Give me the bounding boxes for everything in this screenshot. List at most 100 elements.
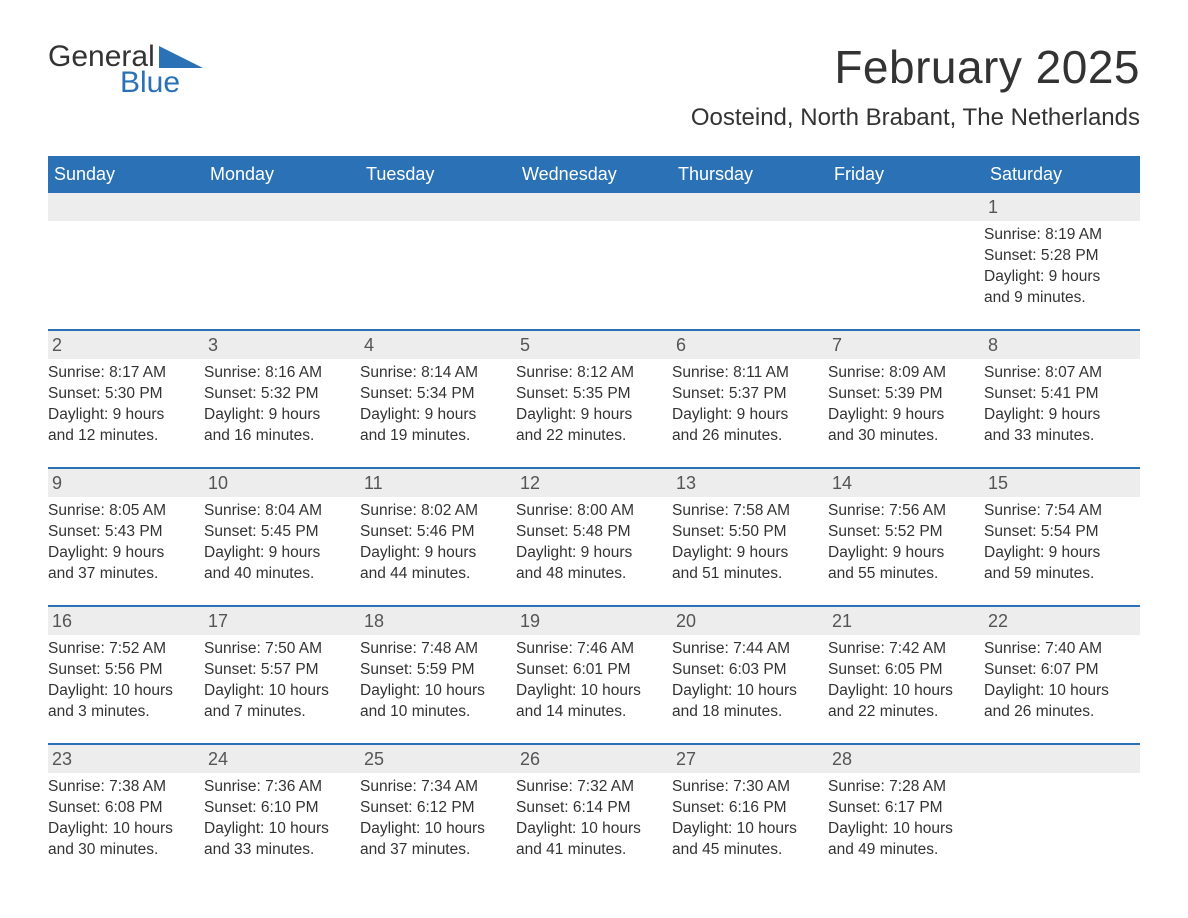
day-day2: and 59 minutes. bbox=[984, 564, 1136, 585]
day-cell bbox=[516, 193, 672, 309]
dow-thursday: Thursday bbox=[672, 156, 828, 193]
day-number: 1 bbox=[984, 193, 1140, 221]
day-sunrise: Sunrise: 8:04 AM bbox=[204, 501, 356, 522]
dow-wednesday: Wednesday bbox=[516, 156, 672, 193]
day-day1: Daylight: 10 hours bbox=[672, 819, 824, 840]
day-day1: Daylight: 10 hours bbox=[672, 681, 824, 702]
day-sunrise: Sunrise: 8:07 AM bbox=[984, 363, 1136, 384]
page-subtitle: Oosteind, North Brabant, The Netherlands bbox=[691, 104, 1140, 132]
dow-friday: Friday bbox=[828, 156, 984, 193]
day-body: Sunrise: 7:30 AMSunset: 6:16 PMDaylight:… bbox=[672, 773, 828, 861]
day-of-week-row: Sunday Monday Tuesday Wednesday Thursday… bbox=[48, 156, 1140, 193]
day-sunset: Sunset: 5:30 PM bbox=[48, 384, 200, 405]
day-day1: Daylight: 9 hours bbox=[360, 405, 512, 426]
day-day1: Daylight: 9 hours bbox=[204, 405, 356, 426]
day-cell: 5Sunrise: 8:12 AMSunset: 5:35 PMDaylight… bbox=[516, 331, 672, 447]
day-sunset: Sunset: 5:57 PM bbox=[204, 660, 356, 681]
day-sunset: Sunset: 6:14 PM bbox=[516, 798, 668, 819]
day-day2: and 26 minutes. bbox=[984, 702, 1136, 723]
day-sunrise: Sunrise: 8:09 AM bbox=[828, 363, 980, 384]
day-day2: and 14 minutes. bbox=[516, 702, 668, 723]
day-number: 5 bbox=[516, 331, 672, 359]
day-cell: 26Sunrise: 7:32 AMSunset: 6:14 PMDayligh… bbox=[516, 745, 672, 861]
day-day2: and 16 minutes. bbox=[204, 426, 356, 447]
day-body: Sunrise: 7:32 AMSunset: 6:14 PMDaylight:… bbox=[516, 773, 672, 861]
week-row: 9Sunrise: 8:05 AMSunset: 5:43 PMDaylight… bbox=[48, 467, 1140, 585]
day-day2: and 40 minutes. bbox=[204, 564, 356, 585]
day-day2: and 55 minutes. bbox=[828, 564, 980, 585]
day-cell: 14Sunrise: 7:56 AMSunset: 5:52 PMDayligh… bbox=[828, 469, 984, 585]
day-number bbox=[48, 193, 204, 221]
day-day2: and 37 minutes. bbox=[48, 564, 200, 585]
day-cell bbox=[828, 193, 984, 309]
day-body: Sunrise: 8:19 AMSunset: 5:28 PMDaylight:… bbox=[984, 221, 1140, 309]
day-day1: Daylight: 9 hours bbox=[828, 405, 980, 426]
day-cell bbox=[360, 193, 516, 309]
day-cell: 23Sunrise: 7:38 AMSunset: 6:08 PMDayligh… bbox=[48, 745, 204, 861]
day-body: Sunrise: 7:42 AMSunset: 6:05 PMDaylight:… bbox=[828, 635, 984, 723]
day-day2: and 7 minutes. bbox=[204, 702, 356, 723]
day-sunrise: Sunrise: 8:16 AM bbox=[204, 363, 356, 384]
day-body: Sunrise: 8:12 AMSunset: 5:35 PMDaylight:… bbox=[516, 359, 672, 447]
day-sunrise: Sunrise: 7:42 AM bbox=[828, 639, 980, 660]
day-day2: and 22 minutes. bbox=[828, 702, 980, 723]
day-number: 20 bbox=[672, 607, 828, 635]
day-sunset: Sunset: 5:59 PM bbox=[360, 660, 512, 681]
day-sunset: Sunset: 5:46 PM bbox=[360, 522, 512, 543]
day-body: Sunrise: 8:14 AMSunset: 5:34 PMDaylight:… bbox=[360, 359, 516, 447]
day-sunset: Sunset: 6:01 PM bbox=[516, 660, 668, 681]
day-day1: Daylight: 10 hours bbox=[48, 681, 200, 702]
day-sunset: Sunset: 6:16 PM bbox=[672, 798, 824, 819]
day-cell bbox=[48, 193, 204, 309]
logo: General Blue bbox=[48, 40, 203, 100]
day-sunrise: Sunrise: 7:32 AM bbox=[516, 777, 668, 798]
day-cell: 9Sunrise: 8:05 AMSunset: 5:43 PMDaylight… bbox=[48, 469, 204, 585]
day-body: Sunrise: 7:56 AMSunset: 5:52 PMDaylight:… bbox=[828, 497, 984, 585]
day-sunrise: Sunrise: 7:54 AM bbox=[984, 501, 1136, 522]
day-body: Sunrise: 7:44 AMSunset: 6:03 PMDaylight:… bbox=[672, 635, 828, 723]
day-number: 28 bbox=[828, 745, 984, 773]
day-body: Sunrise: 8:00 AMSunset: 5:48 PMDaylight:… bbox=[516, 497, 672, 585]
day-sunrise: Sunrise: 7:48 AM bbox=[360, 639, 512, 660]
day-day1: Daylight: 10 hours bbox=[516, 819, 668, 840]
day-sunrise: Sunrise: 7:58 AM bbox=[672, 501, 824, 522]
day-sunset: Sunset: 5:56 PM bbox=[48, 660, 200, 681]
day-cell bbox=[204, 193, 360, 309]
dow-tuesday: Tuesday bbox=[360, 156, 516, 193]
day-number: 27 bbox=[672, 745, 828, 773]
day-sunset: Sunset: 5:45 PM bbox=[204, 522, 356, 543]
day-cell: 1Sunrise: 8:19 AMSunset: 5:28 PMDaylight… bbox=[984, 193, 1140, 309]
day-body: Sunrise: 8:04 AMSunset: 5:45 PMDaylight:… bbox=[204, 497, 360, 585]
day-day2: and 33 minutes. bbox=[984, 426, 1136, 447]
day-day2: and 33 minutes. bbox=[204, 840, 356, 861]
day-sunrise: Sunrise: 8:17 AM bbox=[48, 363, 200, 384]
day-sunset: Sunset: 5:35 PM bbox=[516, 384, 668, 405]
day-number: 10 bbox=[204, 469, 360, 497]
day-body: Sunrise: 7:40 AMSunset: 6:07 PMDaylight:… bbox=[984, 635, 1140, 723]
day-sunrise: Sunrise: 8:05 AM bbox=[48, 501, 200, 522]
day-cell: 24Sunrise: 7:36 AMSunset: 6:10 PMDayligh… bbox=[204, 745, 360, 861]
day-body: Sunrise: 7:38 AMSunset: 6:08 PMDaylight:… bbox=[48, 773, 204, 861]
day-body: Sunrise: 8:02 AMSunset: 5:46 PMDaylight:… bbox=[360, 497, 516, 585]
day-day1: Daylight: 10 hours bbox=[828, 819, 980, 840]
day-number bbox=[984, 745, 1140, 773]
day-sunrise: Sunrise: 7:40 AM bbox=[984, 639, 1136, 660]
day-body: Sunrise: 8:09 AMSunset: 5:39 PMDaylight:… bbox=[828, 359, 984, 447]
day-sunrise: Sunrise: 8:14 AM bbox=[360, 363, 512, 384]
day-number: 3 bbox=[204, 331, 360, 359]
day-day1: Daylight: 9 hours bbox=[672, 405, 824, 426]
day-body: Sunrise: 7:52 AMSunset: 5:56 PMDaylight:… bbox=[48, 635, 204, 723]
day-body: Sunrise: 7:46 AMSunset: 6:01 PMDaylight:… bbox=[516, 635, 672, 723]
day-day1: Daylight: 10 hours bbox=[984, 681, 1136, 702]
day-day1: Daylight: 9 hours bbox=[828, 543, 980, 564]
day-sunrise: Sunrise: 7:50 AM bbox=[204, 639, 356, 660]
day-cell: 22Sunrise: 7:40 AMSunset: 6:07 PMDayligh… bbox=[984, 607, 1140, 723]
day-sunset: Sunset: 5:34 PM bbox=[360, 384, 512, 405]
day-sunset: Sunset: 6:10 PM bbox=[204, 798, 356, 819]
day-day2: and 12 minutes. bbox=[48, 426, 200, 447]
day-number: 25 bbox=[360, 745, 516, 773]
day-body: Sunrise: 7:58 AMSunset: 5:50 PMDaylight:… bbox=[672, 497, 828, 585]
day-number bbox=[360, 193, 516, 221]
day-cell: 19Sunrise: 7:46 AMSunset: 6:01 PMDayligh… bbox=[516, 607, 672, 723]
day-number: 7 bbox=[828, 331, 984, 359]
